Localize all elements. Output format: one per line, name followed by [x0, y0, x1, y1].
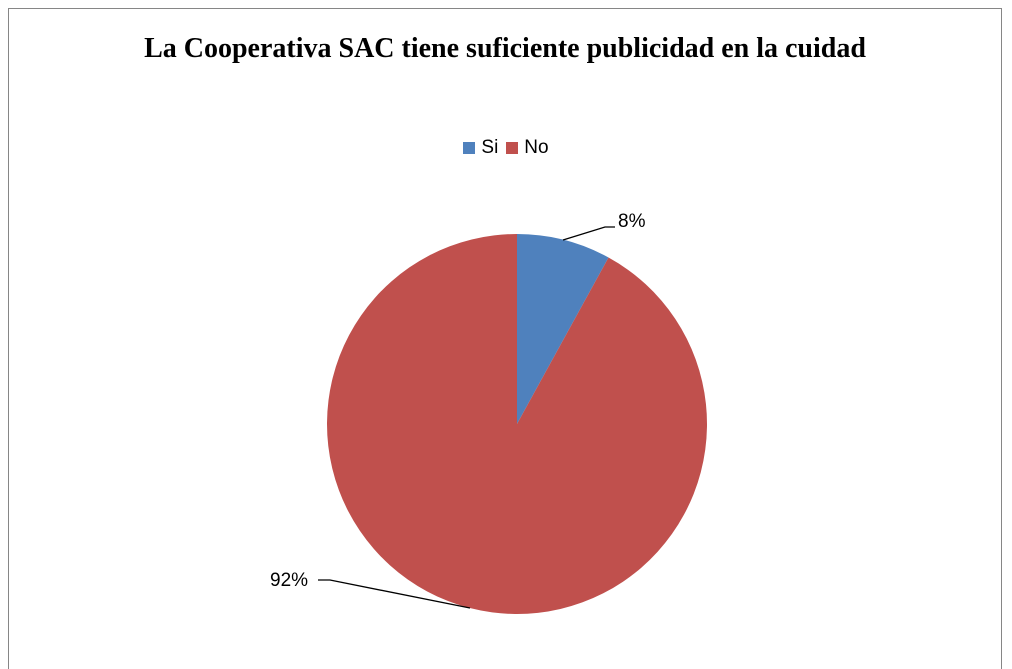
data-label-no: 92% — [270, 570, 308, 591]
pie-slices — [326, 233, 707, 614]
legend-swatch-si — [463, 142, 476, 154]
legend-label-no: No — [524, 137, 549, 158]
pie-slice-no — [326, 233, 707, 614]
leader-lines — [318, 226, 615, 609]
legend-swatch-no — [506, 142, 519, 154]
pie-slice-si — [517, 234, 609, 424]
data-label-si: 8% — [618, 211, 646, 232]
legend-label-si: Si — [481, 137, 499, 158]
chart-title: La Cooperativa SAC tiene suficiente publ… — [144, 33, 866, 64]
legend: Si No — [0, 137, 1012, 159]
legend-item-no: No — [506, 137, 549, 159]
leader-line-no — [318, 579, 471, 609]
legend-item-si: Si — [463, 137, 498, 159]
leader-line-si — [562, 226, 615, 241]
